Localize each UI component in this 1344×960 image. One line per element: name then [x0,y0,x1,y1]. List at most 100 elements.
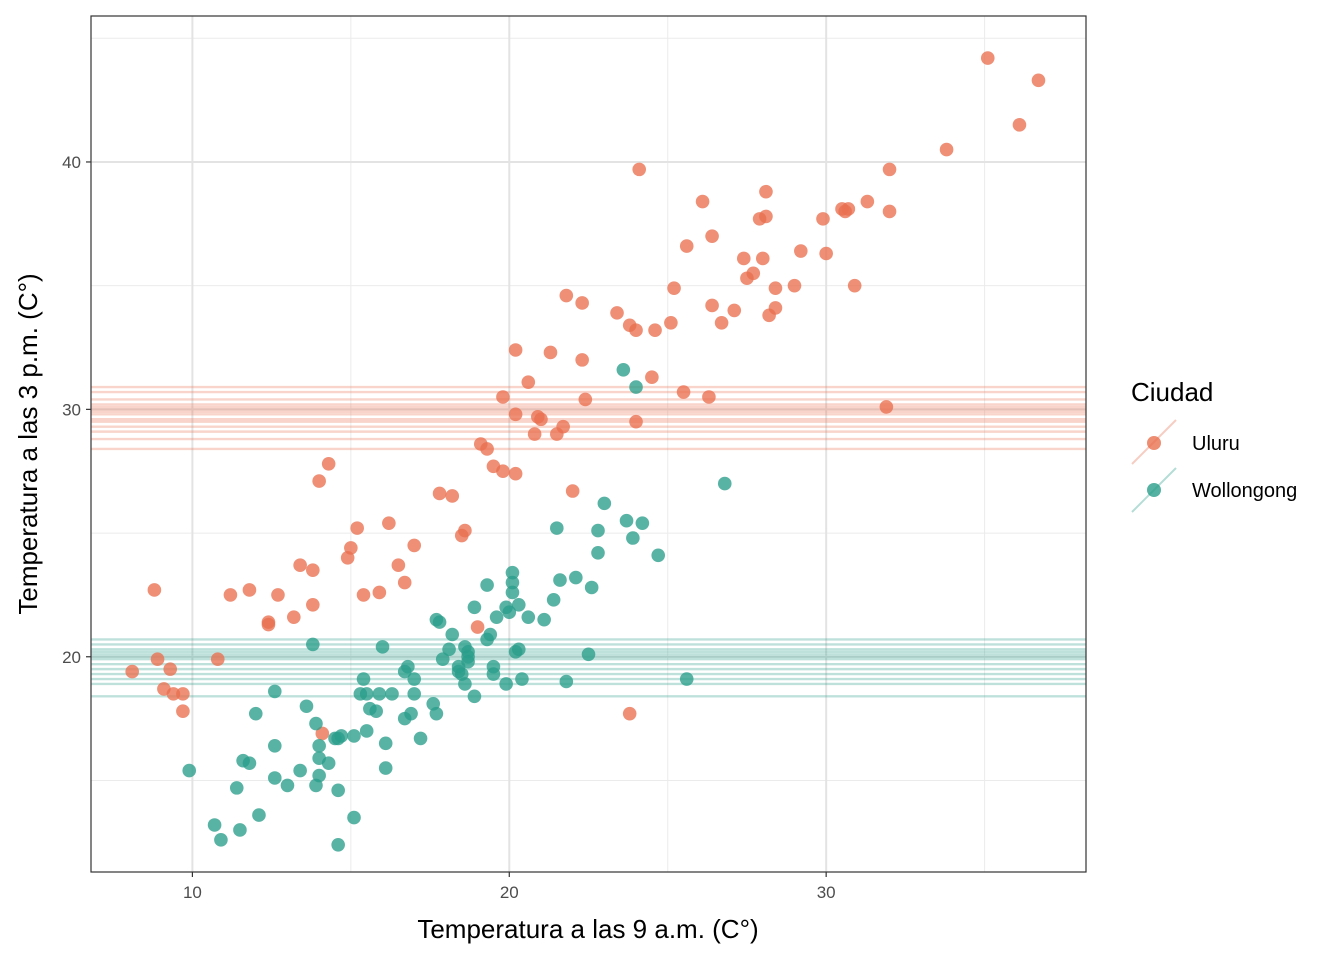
point-wollongong [242,756,257,770]
point-wollongong [331,783,345,798]
point-uluru [578,392,593,407]
point-wollongong [356,672,371,686]
point-uluru [882,162,897,177]
legend-marker-wollongong [1147,483,1161,497]
point-wollongong [321,756,336,770]
point-uluru [407,538,422,553]
point-uluru [705,229,719,243]
point-uluru [575,296,589,310]
grid-major [91,16,1086,872]
point-wollongong [359,687,374,701]
legend-marker-uluru [1147,436,1161,450]
point-wollongong [505,575,520,590]
point-uluru [648,323,662,337]
point-wollongong [679,672,694,686]
point-uluru [458,523,472,538]
point-uluru [344,541,358,555]
y-tick-label: 30 [62,400,81,419]
point-uluru [210,652,225,667]
data-points [125,51,1046,852]
point-uluru [787,278,802,293]
point-uluru [315,726,330,741]
point-wollongong [581,647,596,662]
point-uluru [261,615,276,629]
point-wollongong [233,823,247,837]
point-wollongong [505,585,520,600]
point-uluru [1012,118,1027,132]
point-uluru [470,620,485,634]
point-uluru [496,390,510,404]
point-wollongong [546,593,561,607]
point-uluru [534,412,548,427]
point-wollongong [499,677,513,691]
point-uluru [306,563,320,577]
point-uluru [759,184,773,199]
point-wollongong [229,781,244,795]
point-wollongong [432,615,447,629]
point-wollongong [505,565,520,580]
point-uluru [147,583,162,597]
point-wollongong [248,706,263,721]
point-wollongong [553,573,567,587]
point-wollongong [347,729,361,743]
point-wollongong [293,763,307,778]
point-wollongong [435,652,450,667]
point-uluru [559,288,574,303]
legend: Ciudad Uluru Wollongong [1131,377,1297,513]
point-wollongong [331,837,345,852]
point-wollongong [521,610,536,624]
point-wollongong [569,570,583,585]
point-wollongong [502,605,517,620]
point-uluru [163,662,178,676]
point-wollongong [401,659,415,674]
point-uluru [755,251,770,266]
point-uluru [667,281,681,295]
point-uluru [543,345,558,360]
point-wollongong [334,729,349,743]
point-wollongong [369,704,383,718]
point-uluru [293,558,307,573]
point-wollongong [267,684,282,699]
point-uluru [676,385,691,399]
point-uluru [223,588,238,602]
point-wollongong [359,724,374,738]
point-wollongong [467,600,482,615]
point-wollongong [182,763,197,778]
point-wollongong [717,476,732,491]
point-wollongong [489,610,504,624]
point-uluru [382,516,396,530]
point-uluru [816,212,830,226]
x-tick-label: 30 [817,883,836,902]
point-wollongong [442,642,456,657]
point-uluru [1031,73,1046,88]
point-uluru [727,303,742,318]
y-tick-label: 40 [62,153,81,172]
point-uluru [746,266,761,281]
point-uluru [306,598,320,612]
point-wollongong [252,808,266,822]
point-wollongong [445,627,460,642]
point-wollongong [511,642,526,657]
point-uluru [176,704,190,718]
point-wollongong [591,523,605,538]
point-wollongong [378,761,393,775]
point-wollongong [214,833,228,847]
point-wollongong [597,496,612,511]
point-uluru [575,353,589,367]
point-wollongong [404,706,418,721]
point-uluru [847,278,862,293]
point-wollongong [584,580,599,595]
point-uluru [714,315,729,330]
point-wollongong [280,778,295,793]
point-uluru [508,407,523,422]
point-uluru [882,204,897,219]
x-axis: 10 20 30 [183,872,836,902]
point-wollongong [480,578,494,592]
point-uluru [860,194,875,209]
point-wollongong [461,649,475,664]
point-uluru [508,466,523,481]
point-uluru [879,400,894,414]
point-uluru [391,558,406,573]
legend-key-uluru: Uluru [1131,419,1240,465]
point-uluru [350,521,364,535]
